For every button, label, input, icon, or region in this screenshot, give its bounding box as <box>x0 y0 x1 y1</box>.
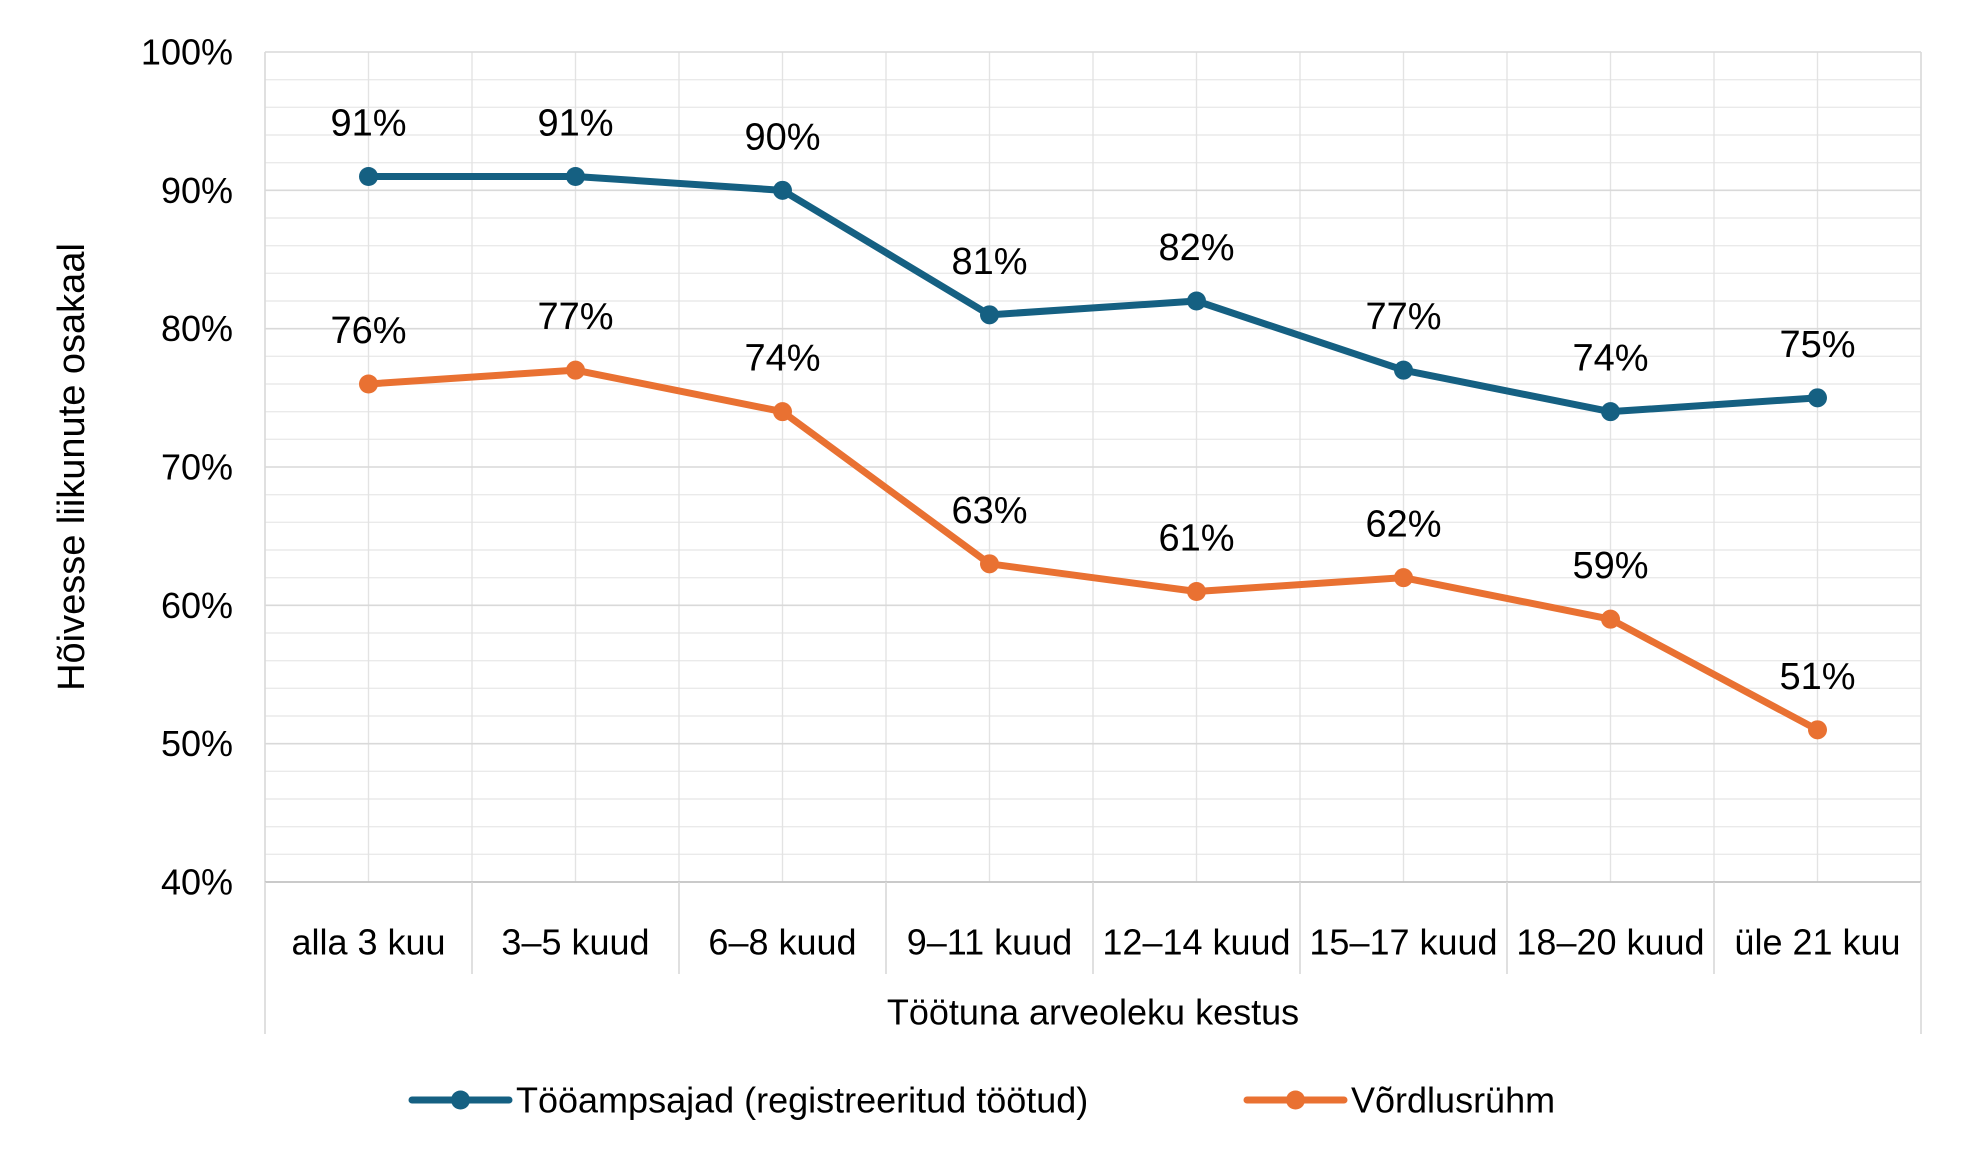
data-label: 61% <box>1158 518 1234 560</box>
data-point-marker <box>980 554 999 574</box>
data-label: 74% <box>1572 338 1648 380</box>
data-label: 82% <box>1158 227 1234 269</box>
x-category-label: 3–5 kuud <box>501 922 649 963</box>
legend-label: Tööampsajad (registreeritud töötud) <box>516 1080 1088 1121</box>
y-tick-label: 50% <box>161 723 233 764</box>
data-label: 81% <box>951 241 1027 283</box>
data-label: 77% <box>537 296 613 338</box>
data-label: 74% <box>744 338 820 380</box>
data-label: 91% <box>330 103 406 145</box>
data-point-marker <box>1394 568 1413 588</box>
data-point-marker <box>773 402 792 422</box>
series-vordlusruhm: 76% 77% 74% 63% 61% 62% 59% 51% <box>330 296 1856 740</box>
x-category-label: 9–11 kuud <box>907 922 1072 963</box>
series-line <box>365 173 1821 416</box>
x-category-label: üle 21 kuu <box>1734 922 1900 963</box>
data-point-marker <box>1808 720 1827 740</box>
x-axis <box>264 881 1922 1034</box>
data-label: 51% <box>1779 656 1855 698</box>
y-tick-label: 70% <box>161 447 233 488</box>
data-label: 62% <box>1365 504 1441 546</box>
data-label: 63% <box>951 490 1027 532</box>
legend-swatch-marker <box>1286 1090 1305 1110</box>
data-point-marker <box>566 360 585 380</box>
y-axis-labels: 40% 50% 60% 70% 80% 90% 100% <box>141 32 233 903</box>
y-axis-title: Hõivesse liikunute osakaal <box>51 243 93 691</box>
series-line <box>365 366 1821 734</box>
data-point-marker <box>359 374 378 394</box>
x-category-label: 18–20 kuud <box>1516 922 1704 963</box>
y-tick-label: 80% <box>161 308 233 349</box>
data-label: 76% <box>330 310 406 352</box>
x-category-label: alla 3 kuu <box>291 922 445 963</box>
data-label: 75% <box>1779 324 1855 366</box>
legend: Tööampsajad (registreeritud töötud) Võrdl… <box>408 1080 1555 1121</box>
data-point-marker <box>1601 609 1620 629</box>
data-point-marker <box>1187 291 1206 311</box>
data-point-marker <box>1601 402 1620 422</box>
data-label: 91% <box>537 103 613 145</box>
data-label: 77% <box>1365 296 1441 338</box>
x-category-label: 15–17 kuud <box>1309 922 1497 963</box>
data-label: 59% <box>1572 545 1648 587</box>
data-point-marker <box>1187 582 1206 601</box>
data-point-marker <box>566 167 585 186</box>
data-point-marker <box>773 180 792 200</box>
x-category-label: 12–14 kuud <box>1102 922 1290 963</box>
x-axis-title: Töötuna arveoleku kestus <box>887 992 1299 1033</box>
data-point-marker <box>1394 360 1413 380</box>
data-point-marker <box>1808 388 1827 408</box>
data-point-marker <box>359 167 378 186</box>
x-category-label: 6–8 kuud <box>708 922 856 963</box>
data-label: 90% <box>744 116 820 158</box>
legend-swatch-marker <box>451 1090 470 1110</box>
data-point-marker <box>980 305 999 325</box>
series-tooampsajad: 91% 91% 90% 81% 82% 77% 74% 75% <box>330 103 1856 422</box>
y-tick-label: 40% <box>161 862 233 903</box>
y-tick-label: 60% <box>161 585 233 626</box>
x-axis-labels: alla 3 kuu 3–5 kuud 6–8 kuud 9–11 kuud 12–14… <box>291 922 1900 963</box>
y-tick-label: 100% <box>141 32 233 73</box>
legend-label: Võrdlusrühm <box>1351 1080 1555 1121</box>
y-tick-label: 90% <box>161 170 233 211</box>
